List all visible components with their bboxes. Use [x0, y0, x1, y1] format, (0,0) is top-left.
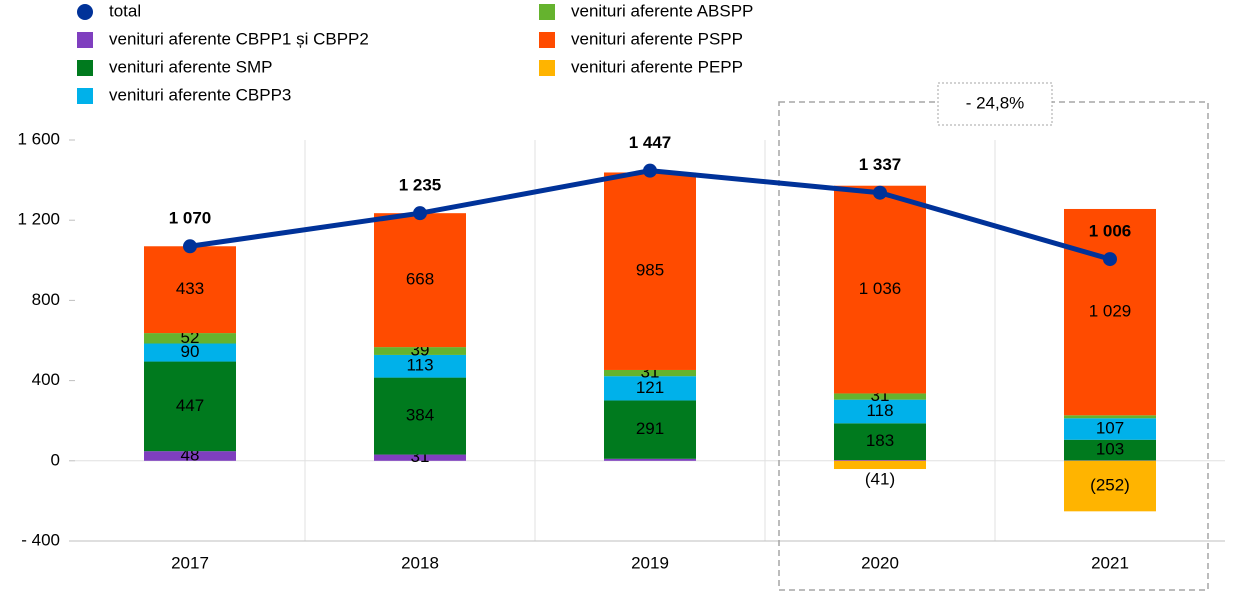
x-tick-label: 2019	[631, 553, 669, 572]
legend-marker	[77, 60, 93, 76]
data-label: 121	[636, 378, 664, 397]
legend-label: venituri aferente PSPP	[571, 29, 743, 48]
total-point	[183, 239, 197, 254]
x-tick-label: 2018	[401, 553, 439, 572]
bar-segment	[374, 377, 466, 455]
data-label: 183	[866, 431, 894, 450]
total-point	[643, 163, 657, 178]
bar-segment	[144, 343, 236, 362]
legend-label: venituri aferente ABSPP	[571, 1, 753, 20]
bar-segment	[604, 369, 696, 377]
bar-segment	[1064, 418, 1156, 440]
y-tick-label: 1 200	[17, 210, 60, 229]
annotation: - 24,8%	[966, 93, 1025, 112]
bar-segment	[144, 451, 236, 461]
total-label: 1 447	[629, 133, 672, 152]
bar-segment	[1064, 460, 1156, 512]
data-label: 668	[406, 270, 434, 289]
bar-segment	[144, 246, 236, 334]
bar-segment	[604, 458, 696, 461]
data-label: (41)	[865, 470, 895, 489]
annotation-box	[937, 82, 1053, 126]
y-tick-label: - 400	[21, 530, 60, 549]
total-point	[413, 206, 427, 221]
bar-segment	[1064, 208, 1156, 416]
bar-segment	[604, 376, 696, 401]
data-label: (252)	[1090, 476, 1130, 495]
total-point	[1103, 252, 1117, 267]
bar-segment	[1064, 439, 1156, 461]
bar-segment	[374, 213, 466, 348]
data-label: 384	[406, 406, 434, 425]
data-label: 103	[1096, 440, 1124, 459]
bar-segment	[834, 459, 926, 461]
legend-label: venituri aferente CBPP1 și CBPP2	[109, 29, 369, 48]
x-tick-label: 2020	[861, 553, 899, 572]
data-label: 1 036	[859, 279, 902, 298]
data-label: 118	[866, 401, 893, 420]
legend-label: total	[109, 1, 141, 20]
bar-segment	[1064, 415, 1156, 419]
x-tick-label: 2017	[171, 553, 209, 572]
legend-marker	[77, 4, 93, 20]
bar-segment	[374, 354, 466, 378]
bar-segment	[604, 172, 696, 370]
y-tick-label: 800	[32, 290, 60, 309]
legend-label: venituri aferente SMP	[109, 57, 272, 76]
bar-segment	[604, 400, 696, 459]
legend-marker	[539, 32, 555, 48]
legend-marker	[539, 4, 555, 20]
data-label: 433	[176, 279, 204, 298]
bar-segment	[834, 423, 926, 460]
total-label: 1 070	[169, 209, 212, 228]
bar-segment	[834, 399, 926, 424]
data-label: 985	[636, 261, 664, 280]
x-tick-label: 2021	[1091, 553, 1129, 572]
legend-label: venituri aferente PEPP	[571, 57, 743, 76]
bar-segment	[834, 460, 926, 470]
bar-segment	[144, 333, 236, 344]
legend-marker	[77, 88, 93, 104]
data-label: 447	[176, 396, 204, 415]
legend-label: venituri aferente CBPP3	[109, 85, 291, 104]
data-label: 1 029	[1089, 302, 1132, 321]
data-label: 291	[636, 419, 664, 438]
bar-segment	[834, 185, 926, 394]
y-tick-label: 1 600	[17, 129, 60, 148]
y-tick-label: 400	[32, 370, 60, 389]
y-tick-label: 0	[51, 450, 60, 469]
total-point	[873, 185, 887, 200]
bar-segment	[834, 393, 926, 400]
data-label: 107	[1096, 419, 1124, 438]
bar-segment	[374, 454, 466, 461]
legend-marker	[77, 32, 93, 48]
data-label: 113	[406, 356, 433, 375]
legend-marker	[539, 60, 555, 76]
bar-segment	[374, 347, 466, 355]
total-label: 1 235	[399, 176, 442, 195]
total-label: 1 006	[1089, 222, 1132, 241]
total-label: 1 337	[859, 155, 902, 174]
bar-segment	[144, 361, 236, 452]
data-label: 90	[181, 342, 200, 361]
